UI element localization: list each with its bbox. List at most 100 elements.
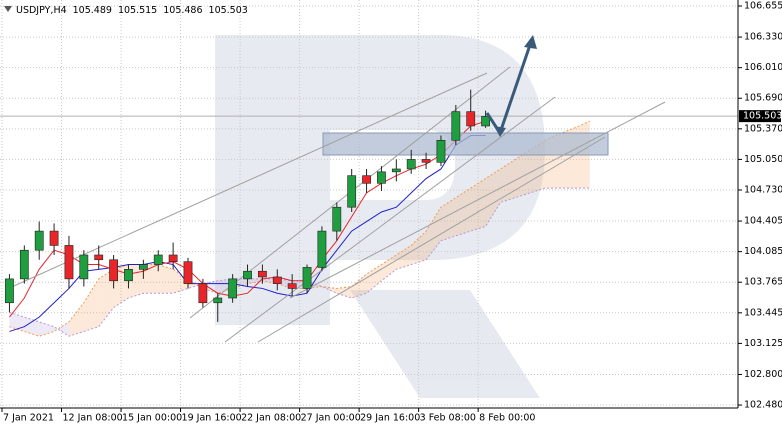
y-tick-label: 105.690 [744,93,782,104]
y-tick-label: 103.765 [744,277,782,288]
candle-body [258,270,267,278]
x-tick-label: 12 Jan 08:00 [63,413,123,424]
candle-body [213,297,223,304]
candle-body [79,254,89,280]
cloud-fill [396,245,412,270]
candle-body [5,278,14,304]
trend-line [257,136,606,343]
watermark-shape [215,35,545,325]
candle-body [436,140,446,163]
cloud-fill [381,254,397,281]
arrow-head [494,126,506,137]
last-price-tag [739,110,781,123]
cloud-fill [9,312,25,332]
candle-body [347,175,357,208]
senkou-span-b [9,187,590,337]
y-tick-label: 104.085 [744,246,782,257]
cloud-fill [54,321,69,337]
trend-line [289,101,666,299]
cloud-fill [39,321,55,337]
cloud-fill [440,197,456,241]
cloud-fill [515,149,531,198]
candle-body [466,111,476,127]
forecast-arrows [485,35,537,137]
cloud-fill [485,168,501,227]
candle-body [168,254,178,262]
cloud-fill [24,317,40,337]
candle-body [124,269,133,282]
cloud-fill [83,278,99,332]
candle-body [198,283,208,304]
candle-body [153,254,163,265]
x-tick-label: 3 Feb 08:00 [420,413,476,424]
header: USDJPY,H4 105.489 105.515 105.486 105.503 [4,5,248,16]
watermark-shape [350,290,540,398]
quote-value: 105.486 [163,5,202,16]
y-tick-label: 106.010 [744,62,782,73]
candle-body [317,230,327,268]
quote-value: 105.515 [118,5,157,16]
candle-body [481,116,490,127]
tenkan-line [9,120,486,318]
candle-body [94,254,104,261]
candle-body [138,264,148,270]
y-tick-label: 106.330 [744,32,782,43]
candle-body [451,111,461,141]
candle-body [183,261,193,284]
y-tick-label: 102.480 [744,400,782,411]
y-tick-label: 103.125 [744,338,782,349]
y-tick-label: 102.800 [744,369,782,380]
candle-body [421,159,431,163]
cloud-fill [470,178,486,232]
y-tick-label: 105.370 [744,123,782,134]
watermark [215,35,545,398]
cloud-fill [411,231,427,265]
candle-body [34,230,44,251]
x-tick-label: 29 Jan 16:00 [360,413,420,424]
candle-body [64,245,74,280]
senkou-span-a [9,120,590,337]
candle-body [302,267,312,289]
cloud-fill [158,264,174,294]
x-tick-label: 27 Jan 00:00 [301,413,361,424]
candle-body [362,175,371,184]
y-tick-label: 104.405 [744,216,782,227]
candle-body [377,171,386,184]
cloud-fill [188,278,203,289]
y-tick-label: 105.050 [744,154,782,165]
arrow-head [524,35,537,49]
candle-body [228,278,238,299]
trend-line [4,72,488,291]
x-tick-label: 8 Feb 00:00 [479,413,535,424]
x-tick-label: 19 Jan 16:00 [182,413,242,424]
y-tick-label: 103.445 [744,307,782,318]
candle-body [109,259,118,282]
quote-value: 105.489 [73,5,112,16]
candle-body [49,230,59,246]
cloud-fill [68,302,84,337]
header-icon [4,6,12,12]
candle-body [391,168,401,173]
candle-body [272,276,282,284]
candle-body [332,206,342,232]
candle-body [19,249,29,280]
x-tick-label: 15 Jan 00:00 [122,413,182,424]
cloud-fill [173,269,188,294]
resistance-zone [322,132,609,156]
cloud-fill [143,264,159,294]
y-tick-label: 104.730 [744,184,782,195]
x-tick-label: 22 Jan 08:00 [241,413,301,424]
cloud-fill [455,188,471,236]
y-tick-label: 106.655 [744,1,782,12]
candle-body [287,283,297,289]
quote-value: 105.503 [209,5,248,16]
cloud-fill [426,207,441,260]
header-text: USDJPY,H4 105.489 105.515 105.486 105.503 [16,5,248,16]
candle-body [243,270,252,280]
candle-body [406,159,416,170]
symbol: USDJPY,H4 [16,5,67,16]
x-tick-label: 7 Jan 2021 [3,413,54,424]
trend-line [224,96,556,343]
